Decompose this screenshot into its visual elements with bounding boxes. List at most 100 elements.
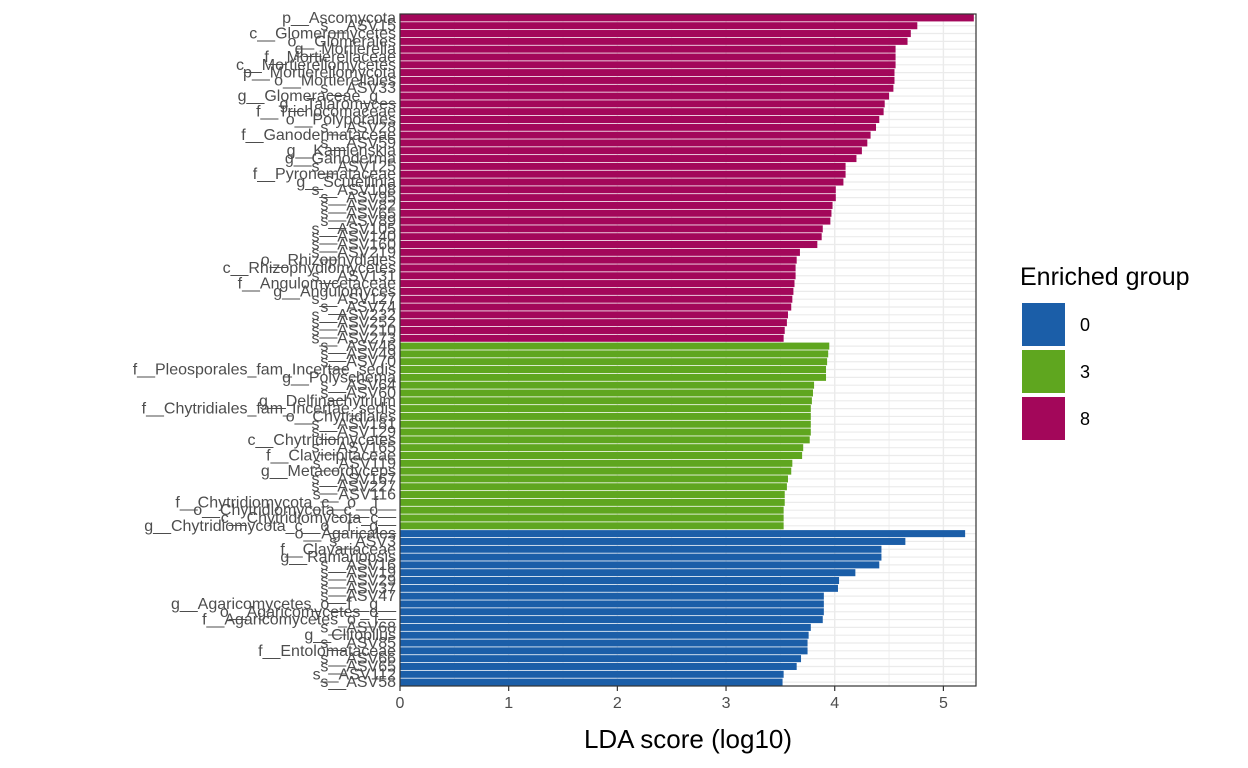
category-label: s__ASV46 <box>320 338 396 355</box>
bar <box>400 662 797 670</box>
bar <box>400 506 784 514</box>
category-label: s__ASV29 <box>320 573 396 590</box>
category-label: g__Polyschema <box>282 369 396 386</box>
category-label: f__Pyronemataceae <box>253 166 396 183</box>
legend-label: 3 <box>1080 362 1090 382</box>
category-label: s__ASV219 <box>311 244 396 261</box>
x-axis-ticks: 0 1 2 3 4 5 <box>396 686 948 712</box>
bar <box>400 155 857 163</box>
x-tick-label: 5 <box>939 695 948 712</box>
category-label: o__Rhizophydiales <box>261 252 396 269</box>
x-tick-label: 4 <box>830 695 839 712</box>
category-label: s__ASV65 <box>320 658 396 675</box>
bar <box>400 678 783 686</box>
bar <box>400 186 836 194</box>
legend-label: 0 <box>1080 315 1090 335</box>
bar <box>400 147 862 155</box>
category-label: f__Chytridiomycota_c__o__f__ <box>175 494 397 511</box>
category-label: f__Trichocomaceae <box>256 104 396 121</box>
bar <box>400 670 784 678</box>
bar <box>400 537 906 545</box>
bar <box>400 561 880 569</box>
category-label: g__Talaromyces <box>280 96 397 113</box>
bar <box>400 45 896 53</box>
category-label: f__Mortierellaceae <box>264 49 396 66</box>
category-label: f__Entolomataceae <box>258 643 396 660</box>
bar <box>400 444 804 452</box>
bar <box>400 170 846 178</box>
x-tick-label: 0 <box>396 695 405 712</box>
bars <box>400 14 974 686</box>
category-label: s__ASV65 <box>320 205 396 222</box>
category-label: s__ASV68 <box>320 619 396 636</box>
category-label: s__ASV273 <box>311 330 396 347</box>
bar <box>400 436 810 444</box>
bar <box>400 61 896 69</box>
bar <box>400 69 895 77</box>
category-label: s__ASV210 <box>311 322 396 339</box>
bar <box>400 412 811 420</box>
category-label: o__Chytridiomycota_c__o__ <box>193 502 397 519</box>
bar <box>400 248 800 256</box>
category-label: f__Chytridiales_fam_Incertae_sedis <box>142 401 396 418</box>
bar <box>400 522 784 530</box>
category-label: c__Chytridiomycota_c__ <box>221 510 397 527</box>
bar <box>400 295 793 303</box>
category-label: p__Mortierellomycota <box>243 65 396 82</box>
bar <box>400 264 796 272</box>
category-label: g__Ganoderma <box>285 151 396 168</box>
bar <box>400 576 840 585</box>
bar <box>400 475 788 483</box>
bar <box>400 639 808 647</box>
category-label: c__Rhizophydiomycetes <box>223 260 396 277</box>
bar <box>400 655 802 663</box>
bar <box>400 334 784 342</box>
category-label: f__Clavicipitaceae <box>266 447 396 464</box>
category-label: s__ASV33 <box>320 80 396 97</box>
bar <box>400 350 829 358</box>
bar <box>400 405 811 413</box>
category-label: s__ASV58 <box>320 674 396 691</box>
legend-label: 8 <box>1080 409 1090 429</box>
bar <box>400 389 813 397</box>
bar <box>400 131 871 139</box>
legend: Enriched group 0 3 8 <box>1020 263 1190 440</box>
bar <box>400 451 803 460</box>
bar <box>400 623 811 631</box>
bar <box>400 459 793 467</box>
category-label: s__ASV127 <box>311 291 396 308</box>
category-label: g__Angulomyces <box>273 283 396 300</box>
category-label: o__Agaricomycetes_o__ <box>220 604 397 621</box>
category-label: o__Glomerales <box>288 33 397 50</box>
bar <box>400 100 885 108</box>
bar <box>400 366 827 374</box>
x-tick-label: 1 <box>504 695 513 712</box>
category-label: s__ASV19 <box>320 565 396 582</box>
category-label: s__ASV140 <box>311 229 396 246</box>
bar <box>400 115 880 124</box>
bar <box>400 326 785 334</box>
category-label: p__Ascomycota <box>282 10 396 27</box>
category-label: s__ASV105 <box>311 221 396 238</box>
category-label: s__ASV37 <box>320 580 396 597</box>
category-label: s__ASV108 <box>311 182 396 199</box>
category-label: c__Glomeromycetes <box>249 26 396 43</box>
bar <box>400 545 882 553</box>
category-label: s__ASV252 <box>311 315 396 332</box>
bar <box>400 397 812 405</box>
category-label: s__ASV59 <box>320 135 396 152</box>
category-label: s__ASV15 <box>320 18 396 35</box>
bar <box>400 233 822 241</box>
bar <box>400 631 809 639</box>
category-label: g__Metacordyceps <box>261 463 396 480</box>
category-label: s__ASV47 <box>320 588 396 605</box>
category-label: s__ASV116 <box>313 487 396 504</box>
bar <box>400 381 815 389</box>
category-label: g__Agaricomycetes_o__f__g__ <box>171 596 397 613</box>
plot-panel-border <box>399 13 977 687</box>
bar <box>400 311 788 319</box>
category-label: s__ASV181 <box>311 416 396 433</box>
category-label: s__ASV131 <box>311 268 396 285</box>
bar <box>400 608 824 616</box>
